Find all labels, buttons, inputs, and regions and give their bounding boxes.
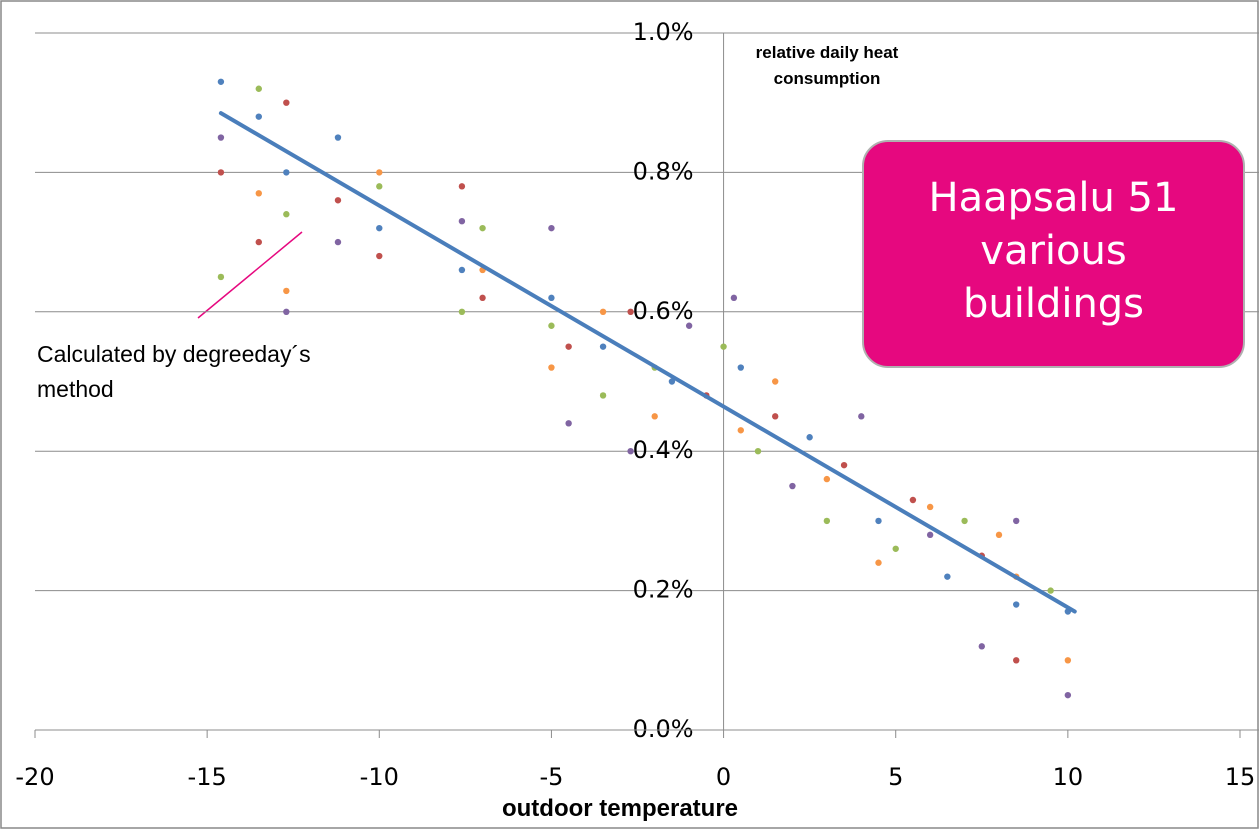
data-point	[283, 308, 290, 315]
data-point	[944, 573, 951, 580]
data-point	[255, 190, 262, 197]
data-point	[823, 475, 831, 483]
data-point	[217, 78, 225, 85]
trend-line	[218, 111, 1077, 614]
data-point	[730, 294, 738, 302]
data-point	[840, 461, 848, 469]
data-point	[1013, 601, 1020, 608]
data-point	[283, 287, 290, 295]
data-point	[255, 85, 262, 92]
x-tick-label: 15	[1225, 763, 1256, 791]
x-tick-label: -5	[539, 763, 563, 791]
y-tick-label: 0.4%	[633, 436, 694, 464]
data-point	[376, 224, 383, 232]
data-point	[376, 252, 383, 260]
data-point	[548, 224, 555, 232]
data-point	[875, 559, 882, 566]
data-point	[858, 413, 865, 420]
annotation-pointer	[197, 231, 303, 319]
data-point	[651, 413, 658, 420]
data-point	[255, 113, 262, 120]
x-tick-label: -10	[360, 763, 399, 791]
data-point	[875, 517, 882, 525]
data-point	[548, 364, 555, 371]
data-point	[1047, 587, 1054, 594]
data-point	[458, 217, 466, 225]
data-point	[376, 169, 383, 176]
data-point	[458, 266, 466, 274]
data-point	[627, 448, 634, 455]
y-tick-label: 1.0%	[633, 18, 694, 46]
data-point	[668, 378, 676, 385]
data-point	[548, 294, 555, 302]
data-point	[754, 448, 762, 455]
y-tick-label: 0.8%	[633, 157, 694, 185]
callout-box: Haapsalu 51 various buildings	[862, 140, 1245, 368]
data-point	[995, 531, 1003, 539]
data-point	[283, 211, 290, 218]
data-point	[685, 322, 693, 329]
data-point	[217, 134, 225, 141]
data-point	[961, 517, 968, 525]
x-tick-label: 0	[716, 763, 731, 791]
annotation-note: Calculated by degreeday´s method	[37, 341, 311, 402]
data-point	[334, 134, 342, 141]
data-point	[565, 420, 572, 427]
data-point	[283, 99, 290, 106]
data-point	[806, 434, 813, 441]
data-point	[599, 308, 607, 315]
data-point	[909, 496, 917, 504]
data-point	[892, 545, 899, 552]
data-point	[479, 294, 486, 302]
data-point	[565, 343, 572, 350]
y-tick-label: 0.0%	[633, 715, 694, 743]
data-point	[458, 308, 466, 315]
data-point	[548, 322, 555, 329]
data-point	[255, 238, 262, 246]
data-point	[1064, 691, 1072, 699]
data-point	[1013, 517, 1020, 525]
x-tick-label: -20	[15, 763, 54, 791]
x-axis-title: outdoor temperature	[501, 795, 738, 822]
data-point	[737, 364, 744, 371]
data-point	[283, 169, 290, 176]
x-tick-label: 5	[888, 763, 903, 791]
data-point	[772, 413, 779, 420]
data-point	[599, 392, 607, 399]
y-tick-label: 0.2%	[633, 576, 694, 604]
data-point	[926, 531, 934, 539]
data-point	[737, 427, 744, 434]
x-tick-label: 10	[1053, 763, 1084, 791]
data-point	[1064, 657, 1072, 664]
data-point	[772, 378, 779, 385]
data-point	[978, 643, 985, 650]
data-point	[789, 482, 796, 490]
data-point	[217, 169, 225, 176]
data-point	[1013, 657, 1020, 664]
y-tick-label: 0.6%	[633, 297, 694, 325]
data-point	[926, 503, 934, 511]
data-point	[376, 183, 383, 190]
data-point	[479, 224, 486, 232]
data-point	[599, 343, 607, 350]
data-point	[217, 273, 225, 281]
data-point	[823, 517, 831, 525]
data-point	[458, 183, 466, 190]
data-point	[334, 197, 342, 204]
x-tick-label: -15	[188, 763, 227, 791]
data-point	[627, 308, 634, 315]
y-axis-title: relative daily heat consumption	[755, 43, 899, 88]
data-point	[334, 238, 342, 246]
data-point	[720, 343, 727, 350]
